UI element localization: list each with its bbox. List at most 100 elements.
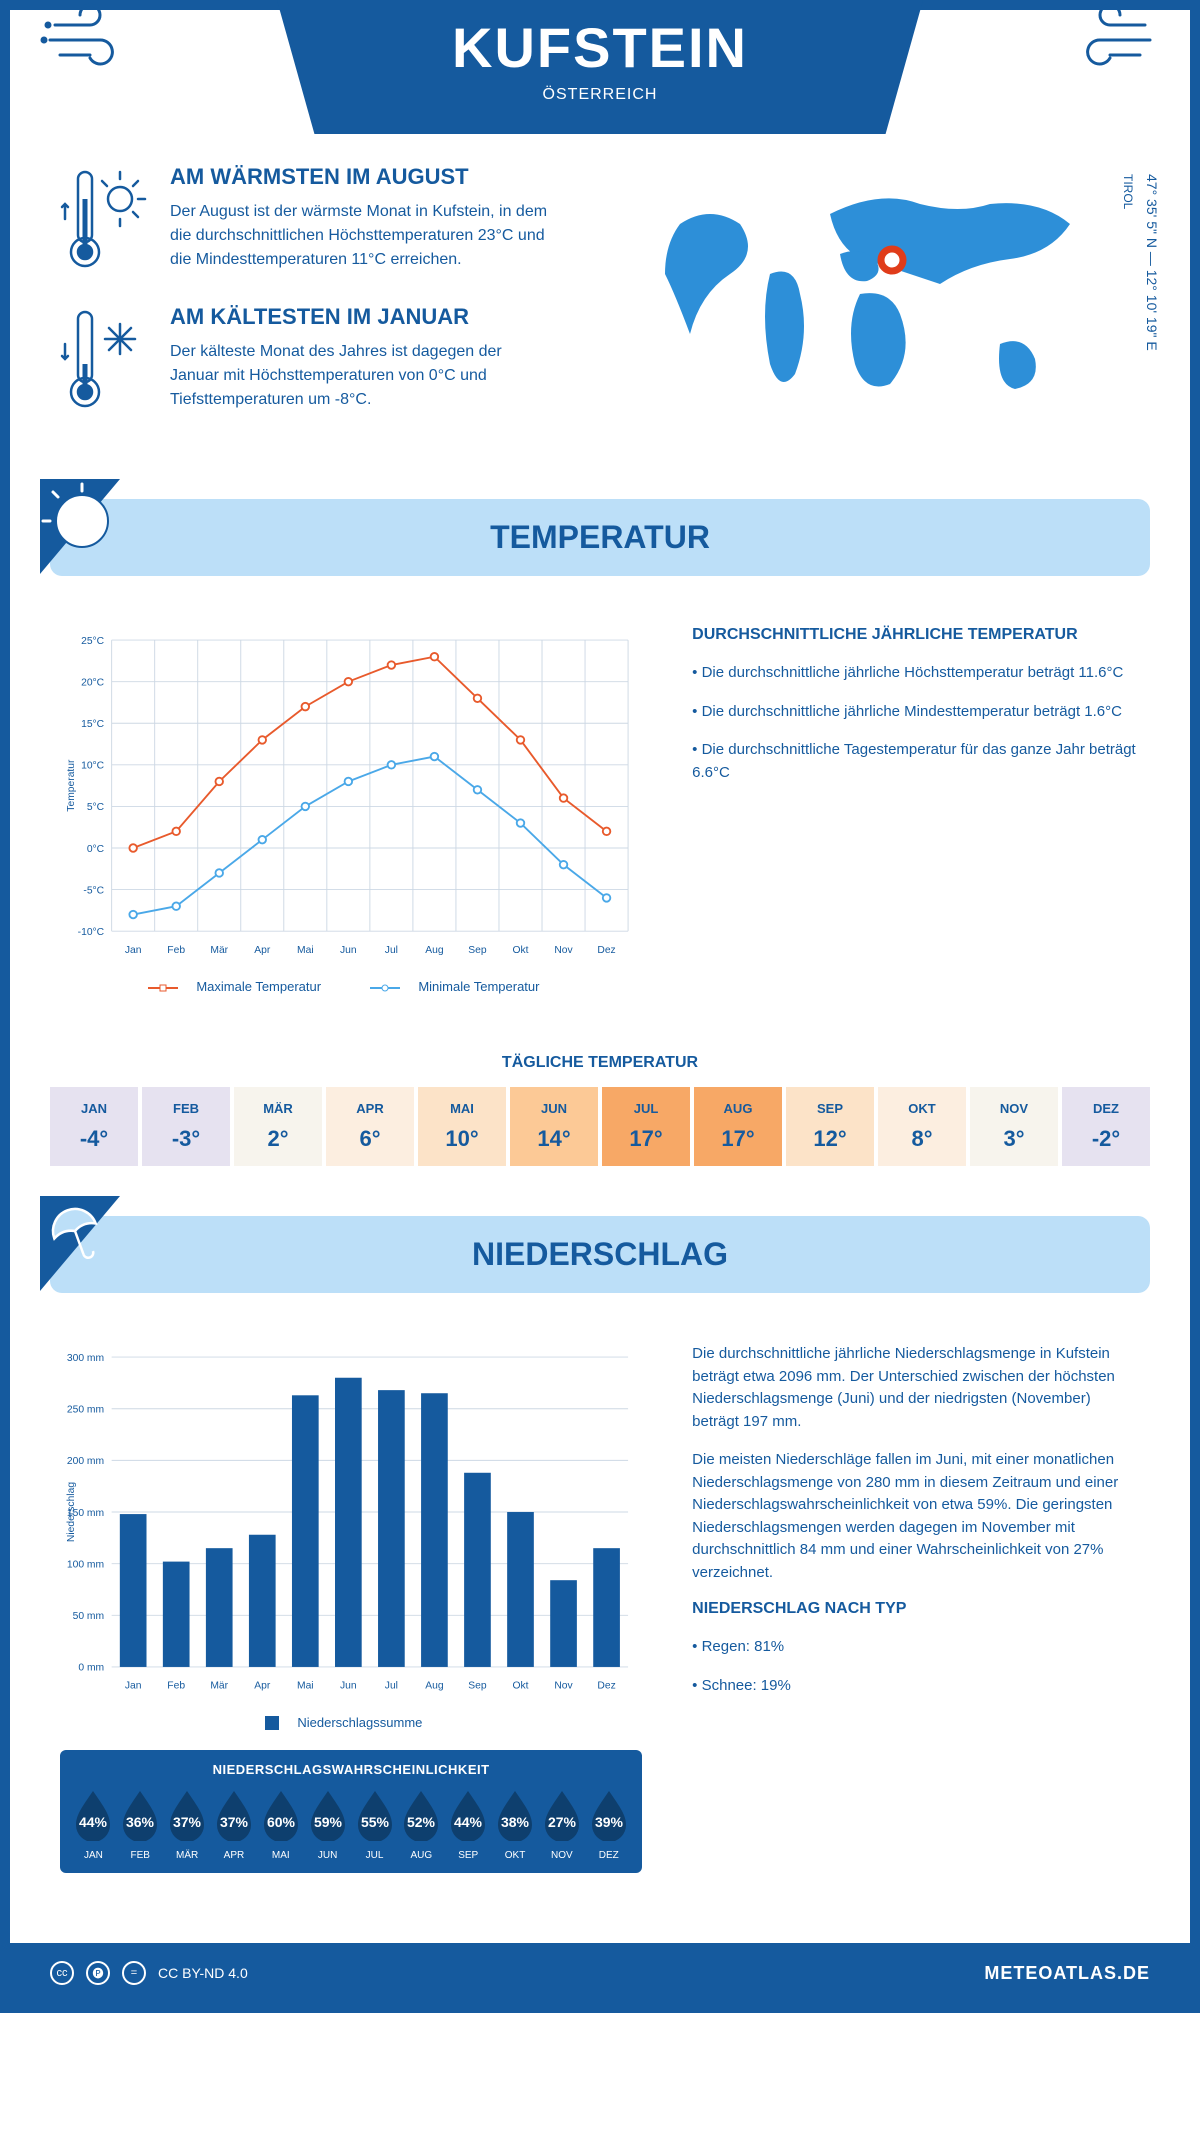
by-icon: 🅟 <box>86 1961 110 1985</box>
cc-icon: cc <box>50 1961 74 1985</box>
svg-text:0 mm: 0 mm <box>78 1663 104 1674</box>
temperature-line-chart: -10°C-5°C0°C5°C10°C15°C20°C25°CJanFebMär… <box>60 626 642 964</box>
svg-text:Mär: Mär <box>210 1681 228 1692</box>
svg-text:39%: 39% <box>595 1814 624 1830</box>
footer: cc 🅟 = CC BY-ND 4.0 METEOATLAS.DE <box>10 1943 1190 2003</box>
svg-text:Temperatur: Temperatur <box>66 759 77 812</box>
world-map <box>620 164 1140 444</box>
warmest-heading: AM WÄRMSTEN IM AUGUST <box>170 164 550 190</box>
umbrella-icon <box>40 1196 140 1296</box>
svg-text:300 mm: 300 mm <box>67 1353 104 1364</box>
svg-text:25°C: 25°C <box>81 636 105 647</box>
svg-text:Apr: Apr <box>254 945 271 956</box>
svg-text:Feb: Feb <box>167 1681 185 1692</box>
svg-text:52%: 52% <box>407 1814 436 1830</box>
svg-text:Dez: Dez <box>597 945 615 956</box>
temp-summary-text: DURCHSCHNITTLICHE JÄHRLICHE TEMPERATUR •… <box>692 626 1140 994</box>
svg-text:5°C: 5°C <box>87 802 105 813</box>
daily-temp-cell: JAN-4° <box>50 1087 138 1166</box>
precip-prob-drop: 36%FEB <box>119 1789 162 1861</box>
daily-temp-cell: NOV3° <box>970 1087 1058 1166</box>
precip-prob-drop: 44%SEP <box>447 1789 490 1861</box>
precip-prob-drop: 52%AUG <box>400 1789 443 1861</box>
precip-prob-drop: 37%MÄR <box>166 1789 209 1861</box>
wind-icon-left <box>40 0 140 80</box>
precip-legend: Niederschlagssumme <box>60 1715 642 1731</box>
thermometer-sun-icon <box>60 164 150 274</box>
svg-text:Okt: Okt <box>512 1681 528 1692</box>
svg-text:59%: 59% <box>314 1814 343 1830</box>
daily-temp-cell: JUN14° <box>510 1087 598 1166</box>
site-name: METEOATLAS.DE <box>984 1963 1150 1984</box>
header-banner: KUFSTEIN ÖSTERREICH <box>276 0 925 134</box>
daily-temp-cell: AUG17° <box>694 1087 782 1166</box>
daily-temp-grid: JAN-4°FEB-3°MÄR2°APR6°MAI10°JUN14°JUL17°… <box>50 1087 1150 1166</box>
precipitation-bar-chart: 0 mm50 mm100 mm150 mm200 mm250 mm300 mmJ… <box>60 1343 642 1700</box>
svg-text:-5°C: -5°C <box>83 885 104 896</box>
sun-icon <box>40 479 140 579</box>
daily-temp-heading: TÄGLICHE TEMPERATUR <box>10 1054 1190 1072</box>
svg-text:Jul: Jul <box>385 1681 398 1692</box>
location-marker <box>881 249 903 271</box>
daily-temp-cell: DEZ-2° <box>1062 1087 1150 1166</box>
svg-text:200 mm: 200 mm <box>67 1456 104 1467</box>
precip-prob-drop: 37%APR <box>213 1789 256 1861</box>
license-text: CC BY-ND 4.0 <box>158 1965 248 1981</box>
daily-temp-cell: FEB-3° <box>142 1087 230 1166</box>
svg-text:Okt: Okt <box>512 945 528 956</box>
svg-text:Jan: Jan <box>125 945 142 956</box>
svg-text:Nov: Nov <box>554 1681 573 1692</box>
coldest-block: AM KÄLTESTEN IM JANUAR Der kälteste Mona… <box>60 304 580 414</box>
svg-text:60%: 60% <box>267 1814 296 1830</box>
page-title: KUFSTEIN <box>276 15 925 80</box>
svg-text:Sep: Sep <box>468 945 487 956</box>
svg-text:Mär: Mär <box>210 945 228 956</box>
precip-summary-text: Die durchschnittliche jährliche Niedersc… <box>692 1343 1140 1873</box>
temp-legend: Maximale Temperatur Minimale Temperatur <box>60 979 642 994</box>
precip-prob-drop: 55%JUL <box>353 1789 396 1861</box>
svg-text:Feb: Feb <box>167 945 185 956</box>
daily-temp-cell: MÄR2° <box>234 1087 322 1166</box>
svg-text:36%: 36% <box>126 1814 155 1830</box>
svg-text:100 mm: 100 mm <box>67 1559 104 1570</box>
svg-text:0°C: 0°C <box>87 844 105 855</box>
daily-temp-cell: APR6° <box>326 1087 414 1166</box>
coords-label: 47° 35' 5" N — 12° 10' 19" E <box>1144 174 1160 351</box>
svg-text:Apr: Apr <box>254 1681 271 1692</box>
precip-prob-drop: 27%NOV <box>540 1789 583 1861</box>
svg-text:Jun: Jun <box>340 1681 357 1692</box>
wind-icon-right <box>1060 0 1160 80</box>
svg-text:Dez: Dez <box>597 1681 615 1692</box>
svg-text:-10°C: -10°C <box>78 927 105 938</box>
svg-text:Jul: Jul <box>385 945 398 956</box>
precip-prob-drop: 59%JUN <box>306 1789 349 1861</box>
svg-text:Niederschlag: Niederschlag <box>66 1482 77 1542</box>
coldest-text: Der kälteste Monat des Jahres ist dagege… <box>170 340 550 412</box>
svg-text:27%: 27% <box>548 1814 577 1830</box>
precip-prob-drop: 38%OKT <box>494 1789 537 1861</box>
daily-temp-cell: OKT8° <box>878 1087 966 1166</box>
svg-text:50 mm: 50 mm <box>73 1611 105 1622</box>
svg-text:44%: 44% <box>454 1814 483 1830</box>
warmest-block: AM WÄRMSTEN IM AUGUST Der August ist der… <box>60 164 580 274</box>
svg-text:250 mm: 250 mm <box>67 1405 104 1416</box>
coldest-heading: AM KÄLTESTEN IM JANUAR <box>170 304 550 330</box>
svg-text:Nov: Nov <box>554 945 573 956</box>
warmest-text: Der August ist der wärmste Monat in Kufs… <box>170 200 550 272</box>
thermometer-snow-icon <box>60 304 150 414</box>
page-subtitle: ÖSTERREICH <box>276 86 925 104</box>
svg-text:Jan: Jan <box>125 1681 142 1692</box>
svg-text:Jun: Jun <box>340 945 357 956</box>
svg-text:Sep: Sep <box>468 1681 487 1692</box>
svg-text:37%: 37% <box>173 1814 202 1830</box>
svg-text:10°C: 10°C <box>81 761 105 772</box>
svg-text:37%: 37% <box>220 1814 249 1830</box>
precip-prob-drop: 60%MAI <box>259 1789 302 1861</box>
precipitation-section-header: NIEDERSCHLAG <box>50 1216 1150 1293</box>
svg-text:Aug: Aug <box>425 1681 444 1692</box>
svg-text:44%: 44% <box>79 1814 108 1830</box>
daily-temp-cell: JUL17° <box>602 1087 690 1166</box>
nd-icon: = <box>122 1961 146 1985</box>
svg-text:15°C: 15°C <box>81 719 105 730</box>
precip-probability-panel: NIEDERSCHLAGSWAHRSCHEINLICHKEIT 44%JAN36… <box>60 1750 642 1873</box>
